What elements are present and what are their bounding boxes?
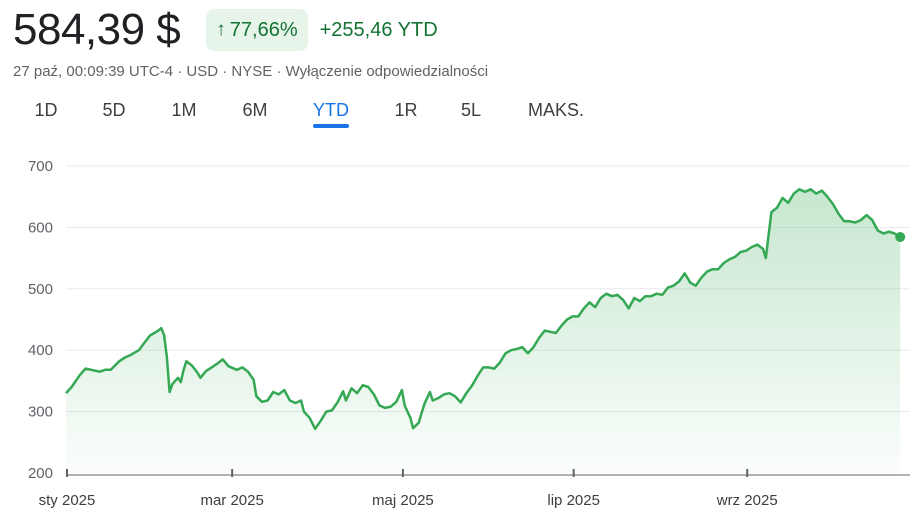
change-percent: 77,66% — [229, 18, 298, 41]
y-tick-label: 600 — [28, 219, 53, 236]
change-absolute: +255,46 YTD — [319, 18, 438, 41]
y-tick-label: 200 — [28, 465, 53, 482]
x-tick-label: wrz 2025 — [716, 492, 778, 509]
x-tick-label: lip 2025 — [547, 492, 600, 509]
last-price-dot — [895, 231, 906, 242]
x-axis: sty 2025 mar 2025 maj 2025 lip 2025 wrz 2025 — [39, 469, 910, 509]
price-area — [66, 189, 901, 474]
y-tick-label: 300 — [28, 404, 53, 421]
range-tab-max[interactable]: MAKS. — [527, 100, 584, 120]
range-tab-6m[interactable]: 6M — [242, 100, 268, 120]
arrow-up-icon: ↑ — [216, 19, 226, 40]
y-tick-label: 700 — [28, 158, 53, 175]
y-tick-label: 400 — [28, 342, 53, 359]
range-tab-5l[interactable]: 5L — [460, 100, 482, 120]
y-tick-label: 500 — [28, 281, 53, 298]
x-tick-label: maj 2025 — [372, 492, 434, 509]
range-tab-1d[interactable]: 1D — [34, 100, 58, 120]
quote-meta: 27 paź, 00:09:39 UTC-4 · USD · NYSE · Wy… — [13, 63, 489, 80]
price-chart[interactable]: 200 300 400 500 600 700 sty 2025 mar 2025 maj 2… — [0, 140, 923, 517]
y-axis: 200 300 400 500 600 700 — [28, 158, 53, 482]
current-price: 584,39 $ — [13, 5, 181, 54]
range-tab-5d[interactable]: 5D — [102, 100, 126, 120]
x-tick-label: sty 2025 — [39, 492, 96, 509]
range-tab-1m[interactable]: 1M — [171, 100, 197, 120]
price-line — [65, 188, 901, 431]
price-row: 584,39 $ ↑ 77,66% +255,46 YTD — [13, 4, 438, 56]
change-percent-badge: ↑ 77,66% — [206, 9, 308, 51]
range-tab-1r[interactable]: 1R — [394, 100, 418, 120]
x-tick-label: mar 2025 — [200, 492, 263, 509]
range-tab-ytd[interactable]: YTD — [313, 98, 349, 128]
